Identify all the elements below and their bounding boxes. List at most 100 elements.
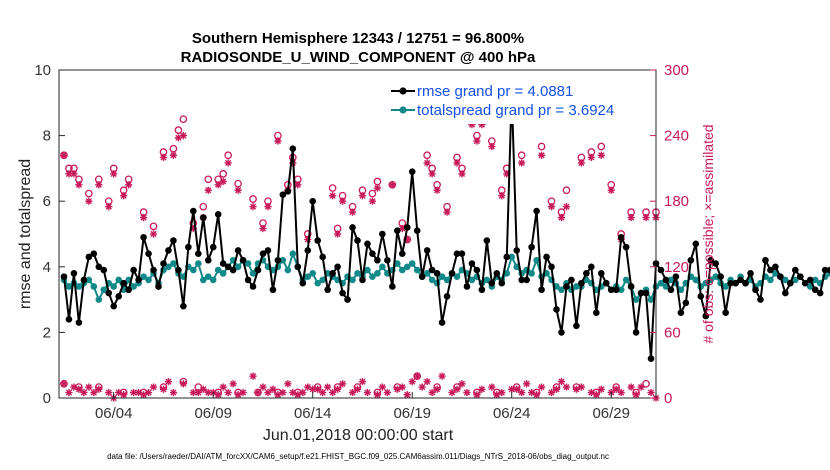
rmse-point (160, 260, 167, 267)
legend-rmse-marker (399, 87, 407, 95)
obs-assimilated-marker (85, 383, 93, 391)
rmse-point (602, 279, 610, 287)
obs-possible-marker (537, 142, 546, 151)
rmse-point (374, 256, 381, 264)
totalspread-point (314, 279, 322, 287)
obs-assimilated-marker (537, 383, 546, 391)
obs-possible-marker (85, 189, 93, 198)
totalspread-point (279, 256, 287, 264)
totalspread-point (677, 286, 685, 294)
obs-assimilated-marker (488, 383, 496, 391)
rmse-point (264, 247, 272, 254)
rmse-point (692, 240, 700, 248)
rmse-point (792, 266, 799, 274)
rmse-point (737, 276, 744, 284)
obs-assimilated-marker (562, 203, 571, 211)
obs-assimilated-marker (557, 378, 566, 386)
obs-assimilated-marker (199, 385, 207, 393)
rmse-point (150, 266, 157, 274)
obs-assimilated-marker (284, 380, 292, 388)
totalspread-point (403, 263, 411, 271)
obs-assimilated-marker (219, 177, 227, 186)
rmse-point (473, 266, 481, 274)
totalspread-point (319, 276, 326, 284)
legend-spread-marker (399, 106, 407, 114)
rmse-point (468, 260, 476, 267)
obs-assimilated-marker (557, 214, 566, 222)
totalspread-point (702, 279, 710, 287)
rmse-point (483, 237, 491, 244)
obs-assimilated-marker (363, 388, 372, 397)
totalspread-point (369, 273, 376, 280)
obs-assimilated-marker (269, 385, 277, 393)
obs-assimilated-marker (458, 170, 466, 178)
obs-assimilated-marker (587, 153, 595, 162)
rmse-point (672, 273, 680, 280)
totalspread-point (792, 276, 799, 284)
rmse-point (622, 243, 630, 251)
totalspread-point (170, 260, 177, 267)
totalspread-point (130, 283, 137, 290)
rmse-point (702, 312, 710, 320)
rmse-point (100, 266, 108, 274)
rmse-point (65, 315, 73, 323)
rmse-point (324, 286, 331, 294)
totalspread-point (811, 276, 819, 284)
totalspread-point (304, 273, 312, 280)
rmse-point (448, 270, 456, 277)
totalspread-point (354, 270, 361, 277)
rmse-point (772, 263, 779, 271)
data-file-footer: data file: /Users/raeder/DAI/ATM_forcXX/… (107, 452, 609, 461)
totalspread-point (782, 276, 789, 284)
y2-axis-label: # of obs: o=possible; ×=assimilated (700, 124, 716, 343)
rmse-point (294, 263, 302, 271)
rmse-point (209, 243, 217, 251)
obs-assimilated-marker (130, 388, 138, 397)
totalspread-point (428, 276, 436, 284)
obs-assimilated-marker (592, 391, 600, 399)
totalspread-point (379, 263, 386, 271)
obs-assimilated-marker (458, 380, 466, 388)
rmse-point (787, 279, 794, 287)
rmse-point (583, 270, 590, 277)
obs-assimilated-marker (373, 184, 381, 192)
totalspread-point (219, 270, 227, 277)
rmse-point (438, 319, 446, 326)
rmse-point (339, 289, 346, 297)
rmse-point (593, 309, 600, 317)
rmse-point (677, 309, 685, 317)
rmse-point (423, 247, 431, 254)
rmse-point (284, 188, 292, 195)
obs-assimilated-marker (637, 383, 645, 391)
obs-assimilated-marker (249, 372, 257, 380)
rmse-point (647, 355, 655, 362)
totalspread-point (712, 273, 719, 280)
obs-assimilated-marker (617, 388, 625, 397)
rmse-point (498, 279, 506, 287)
obs-assimilated-marker (264, 203, 272, 211)
obs-assimilated-marker (388, 181, 396, 189)
rmse-point (697, 293, 705, 300)
rmse-point (617, 233, 625, 241)
rmse-point (443, 293, 451, 300)
obs-assimilated-marker (164, 378, 173, 386)
rmse-point (384, 256, 391, 264)
totalspread-point (657, 279, 665, 287)
rmse-point (334, 263, 341, 271)
x-tick-label: 06/14 (294, 405, 332, 422)
obs-assimilated-marker (577, 159, 585, 167)
y-tick-label: 8 (43, 128, 51, 145)
totalspread-point (408, 260, 416, 267)
obs-assimilated-marker (279, 388, 287, 397)
obs-assimilated-marker (239, 388, 247, 397)
obs-assimilated-marker (139, 214, 148, 222)
plot-frame (58, 69, 657, 399)
legend-spread-label: totalspread grand pr = 3.6924 (417, 102, 614, 119)
rmse-point (821, 266, 829, 274)
totalspread-point (394, 260, 401, 267)
obs-assimilated-marker (219, 383, 227, 391)
obs-assimilated-marker (368, 197, 377, 205)
obs-assimilated-marker (70, 170, 78, 178)
obs-assimilated-marker (65, 388, 73, 397)
